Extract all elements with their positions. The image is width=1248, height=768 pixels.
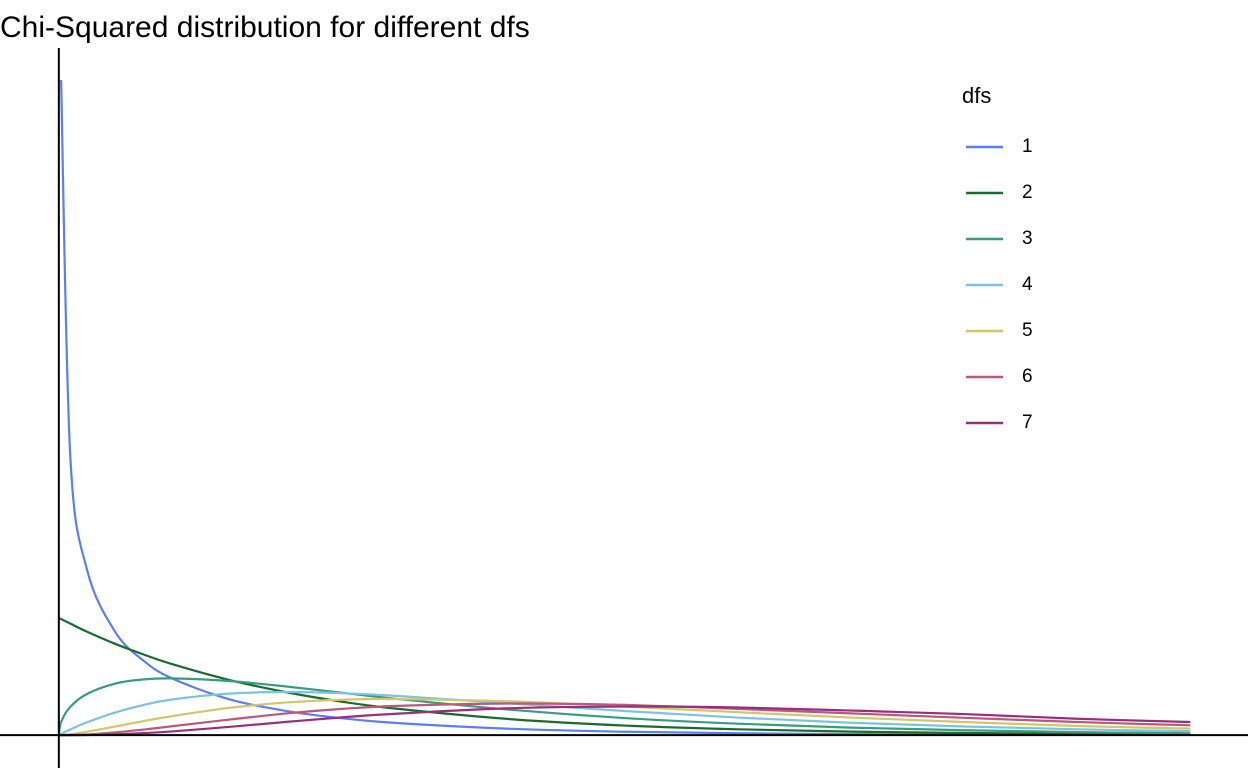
series-line bbox=[58, 616, 1191, 736]
legend-label: 1 bbox=[1022, 136, 1033, 157]
legend-label: 7 bbox=[1022, 412, 1033, 433]
legend-title: dfs bbox=[962, 83, 991, 108]
series-line bbox=[58, 690, 1191, 737]
legend-label: 5 bbox=[1022, 320, 1033, 341]
series-line bbox=[59, 80, 1191, 737]
plot-area bbox=[57, 80, 1191, 737]
series-line bbox=[58, 697, 1191, 737]
chart-title: Chi-Squared distribution for different d… bbox=[0, 11, 530, 44]
legend: 1 2 3 4 5 6 7 bbox=[966, 136, 1033, 433]
legend-label: 6 bbox=[1022, 366, 1033, 387]
axes bbox=[0, 48, 1248, 768]
series-line bbox=[57, 677, 1191, 736]
legend-label: 4 bbox=[1022, 274, 1033, 295]
legend-label: 2 bbox=[1022, 182, 1033, 203]
legend-label: 3 bbox=[1022, 228, 1033, 249]
